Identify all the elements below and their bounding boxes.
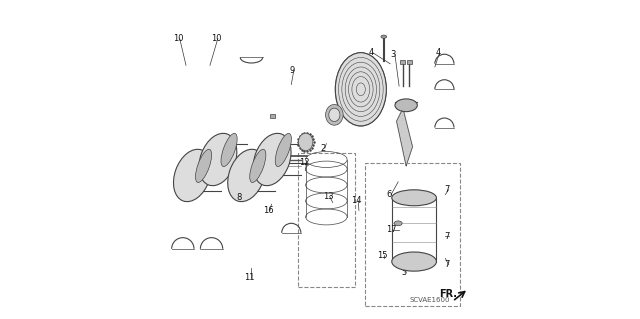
Text: 16: 16: [263, 206, 274, 215]
Text: FR.: FR.: [440, 289, 458, 300]
Text: 14: 14: [351, 197, 362, 205]
Ellipse shape: [335, 53, 387, 126]
Text: 12: 12: [300, 158, 310, 167]
Text: 17: 17: [387, 225, 397, 234]
Text: 13: 13: [323, 192, 333, 201]
Polygon shape: [397, 108, 413, 166]
Ellipse shape: [275, 133, 291, 167]
Text: 6: 6: [387, 190, 392, 199]
Ellipse shape: [298, 133, 313, 151]
Ellipse shape: [173, 149, 211, 202]
Ellipse shape: [195, 149, 212, 182]
Ellipse shape: [228, 149, 266, 202]
Text: 7: 7: [444, 260, 450, 269]
Text: 2: 2: [321, 144, 326, 153]
Text: 7: 7: [444, 232, 450, 241]
Ellipse shape: [326, 105, 343, 125]
Ellipse shape: [253, 133, 291, 186]
Ellipse shape: [250, 149, 266, 182]
Text: 4: 4: [435, 48, 441, 57]
Text: 10: 10: [211, 34, 221, 43]
Text: 10: 10: [173, 34, 183, 43]
Text: 8: 8: [236, 193, 241, 202]
Text: 5: 5: [401, 268, 406, 277]
Text: SCVAE1600: SCVAE1600: [410, 297, 451, 303]
Ellipse shape: [392, 252, 436, 271]
Ellipse shape: [329, 108, 340, 122]
Text: 4: 4: [369, 48, 374, 57]
Bar: [269, 114, 275, 118]
Ellipse shape: [394, 221, 402, 226]
Ellipse shape: [381, 35, 387, 38]
Ellipse shape: [395, 99, 417, 112]
Text: 15: 15: [377, 251, 387, 260]
Bar: [407, 60, 412, 64]
FancyBboxPatch shape: [365, 163, 460, 306]
Bar: [401, 60, 406, 64]
Text: 11: 11: [244, 273, 255, 282]
Ellipse shape: [199, 133, 237, 186]
Text: 7: 7: [444, 185, 450, 194]
Text: 3: 3: [390, 50, 396, 59]
Text: 1: 1: [398, 113, 403, 122]
Ellipse shape: [392, 190, 436, 206]
Text: 9: 9: [290, 66, 295, 75]
FancyBboxPatch shape: [298, 153, 355, 287]
Ellipse shape: [221, 133, 237, 167]
